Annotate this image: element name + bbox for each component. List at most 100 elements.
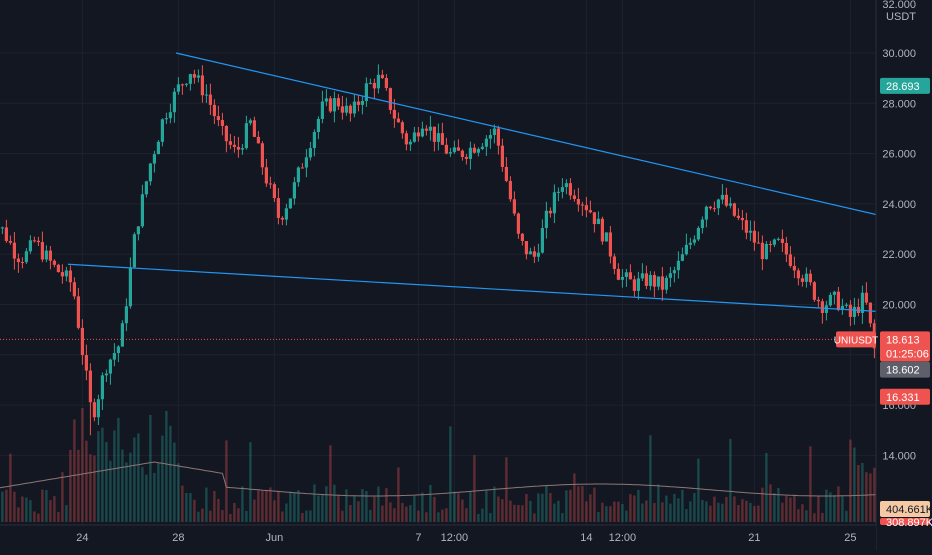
volume-bar	[709, 506, 711, 522]
price-tick-label: 26.000	[882, 149, 916, 161]
candle-body	[281, 218, 284, 220]
candle-body	[777, 239, 780, 240]
volume-bar	[221, 510, 223, 522]
volume-bar	[789, 498, 791, 522]
volume-bar	[17, 507, 19, 522]
volume-bar	[433, 497, 435, 522]
volume-bar	[485, 491, 487, 522]
time-tick-label: Jun	[266, 532, 284, 544]
volume-bar	[233, 503, 235, 522]
time-tick-label: 24	[76, 532, 88, 544]
volume-bar	[645, 501, 647, 522]
volume-bar	[797, 509, 799, 522]
volume-bar	[277, 491, 279, 522]
volume-bar	[869, 474, 871, 522]
candle-body	[785, 243, 788, 254]
volume-bar	[193, 500, 195, 522]
candle-body	[457, 147, 460, 150]
volume-bar	[53, 496, 55, 522]
volume-bar	[449, 426, 451, 522]
candle-body	[801, 278, 804, 282]
candle-body	[621, 277, 624, 280]
candle-body	[5, 227, 8, 241]
volume-bar	[861, 463, 863, 522]
volume-bar	[529, 501, 531, 522]
volume-bar	[549, 493, 551, 522]
volume-bar	[33, 511, 35, 522]
candle-body	[565, 183, 568, 187]
volume-bar	[725, 497, 727, 522]
candle-body	[53, 261, 56, 265]
price-tick-label: 24.000	[882, 199, 916, 211]
volume-bar	[593, 488, 595, 522]
candle-body	[41, 242, 44, 259]
candle-body	[661, 276, 664, 289]
volume-ma-label: 308.897K	[886, 517, 932, 529]
candle-body	[477, 149, 480, 153]
volume-bar	[81, 408, 83, 522]
candle-body	[437, 133, 440, 142]
candle-body	[705, 207, 708, 220]
volume-bar	[45, 490, 47, 522]
volume-bar	[837, 486, 839, 522]
candle-body	[821, 301, 824, 313]
volume-bar	[601, 503, 603, 522]
candle-body	[37, 241, 40, 242]
candle-body	[713, 208, 716, 209]
volume-bar	[569, 490, 571, 522]
candle-body	[737, 216, 740, 218]
volume-bar	[373, 497, 375, 522]
candle-body	[145, 181, 148, 194]
candle-body	[105, 374, 108, 376]
volume-bar	[713, 497, 715, 522]
volume-bar	[137, 433, 139, 522]
volume-bar	[773, 493, 775, 522]
candle-body	[789, 254, 792, 266]
candle-body	[273, 184, 276, 198]
volume-bar	[13, 492, 15, 522]
volume-bar	[585, 501, 587, 522]
candle-body	[829, 295, 832, 306]
candle-body	[45, 251, 48, 260]
symbol-label: UNIUSDT	[834, 335, 878, 346]
candle-body	[141, 194, 144, 226]
candle-body	[89, 371, 92, 403]
volume-bar	[145, 475, 147, 522]
volume-bar	[5, 490, 7, 522]
volume-bar	[189, 493, 191, 522]
volume-bar	[489, 513, 491, 522]
candle-body	[365, 83, 368, 101]
candle-body	[609, 232, 612, 256]
candle-body	[765, 244, 768, 259]
candle-body	[325, 98, 328, 101]
candle-body	[297, 168, 300, 183]
volume-bar	[97, 431, 99, 522]
volume-bar	[813, 513, 815, 522]
volume-bar	[681, 490, 683, 522]
volume-bar	[61, 472, 63, 522]
volume-bar	[37, 514, 39, 522]
volume-bar	[537, 493, 539, 522]
candle-body	[245, 123, 248, 148]
volume-bar	[173, 442, 175, 522]
volume-bar	[589, 494, 591, 522]
volume-bar	[417, 511, 419, 522]
volume-bar	[777, 488, 779, 522]
volume-bar	[517, 505, 519, 522]
volume-bar	[605, 506, 607, 522]
volume-bar	[661, 502, 663, 522]
candle-body	[809, 274, 812, 283]
candle-body	[693, 239, 696, 242]
entry-price-label: 18.602	[886, 365, 920, 377]
volume-bar	[705, 501, 707, 522]
candle-body	[813, 282, 816, 300]
candle-body	[489, 135, 492, 139]
candle-body	[345, 106, 348, 113]
volume-bar	[637, 490, 639, 522]
volume-bar	[469, 491, 471, 522]
candle-body	[93, 402, 96, 417]
candle-body	[413, 132, 416, 141]
